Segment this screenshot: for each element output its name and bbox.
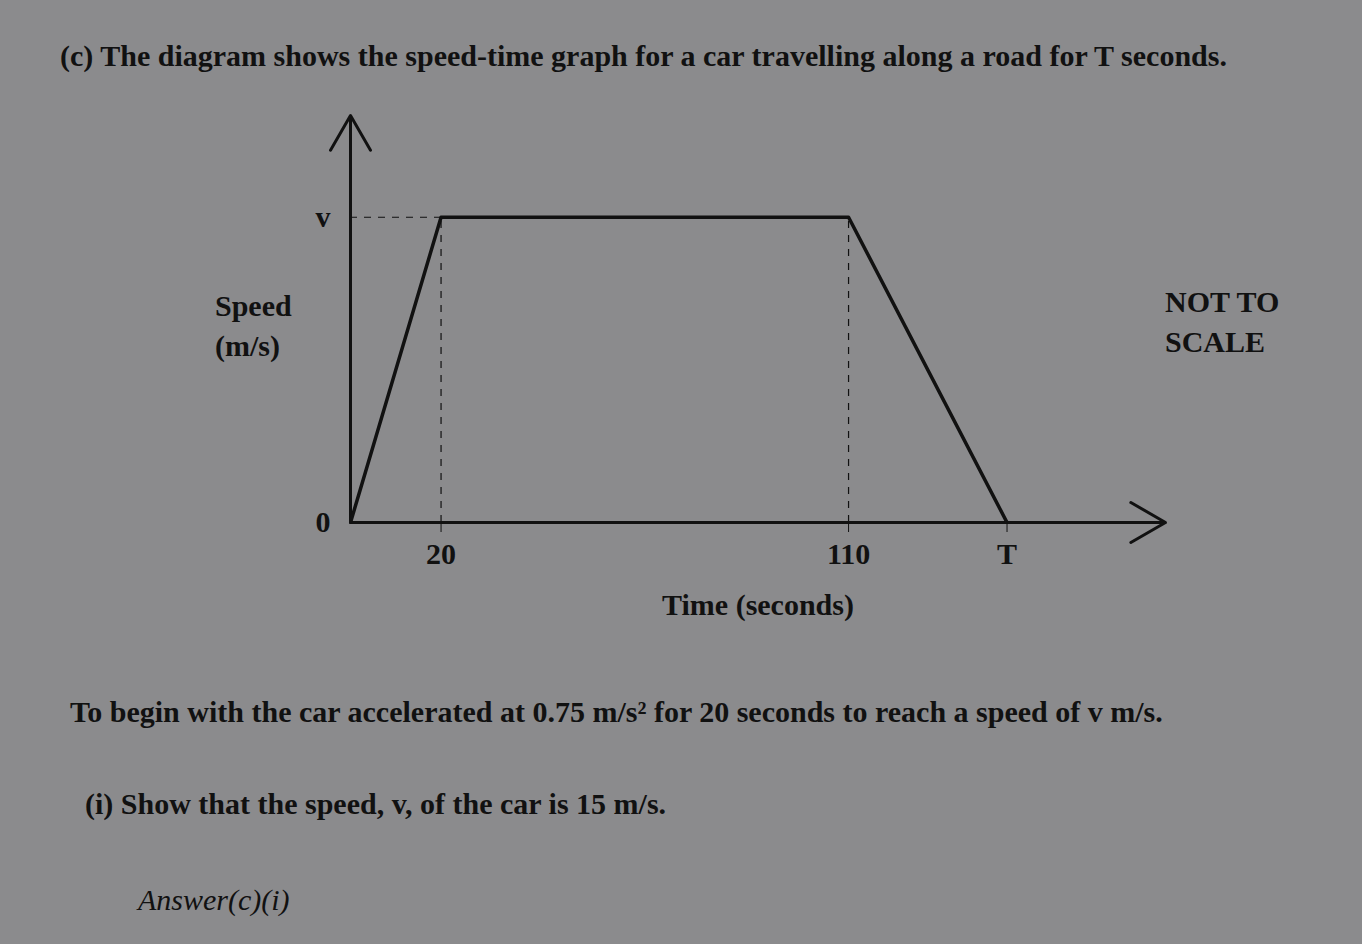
html-text:NOT TO SCALE: NOT TO SCALE bbox=[1165, 285, 1280, 358]
svg-text:T: T bbox=[997, 537, 1017, 570]
svg-text:110: 110 bbox=[827, 537, 870, 570]
svg-text:20: 20 bbox=[426, 537, 456, 570]
svg-text:0: 0 bbox=[316, 505, 331, 538]
html-text:Answer(c)(i): Answer(c)(i) bbox=[138, 883, 290, 916]
html-text:(i) Show that the speed, v, of: (i) Show that the speed, v, of the car i… bbox=[85, 787, 667, 820]
svg-text:Time (seconds): Time (seconds) bbox=[662, 588, 854, 622]
html-text:To begin with the car accelera: To begin with the car accelerated at 0.7… bbox=[70, 695, 1163, 728]
html-text:Speed (m/s): Speed (m/s) bbox=[215, 289, 292, 362]
html-text:(c) The diagram shows the spee: (c) The diagram shows the speed-time gra… bbox=[60, 39, 1227, 72]
svg-text:v: v bbox=[316, 200, 331, 233]
